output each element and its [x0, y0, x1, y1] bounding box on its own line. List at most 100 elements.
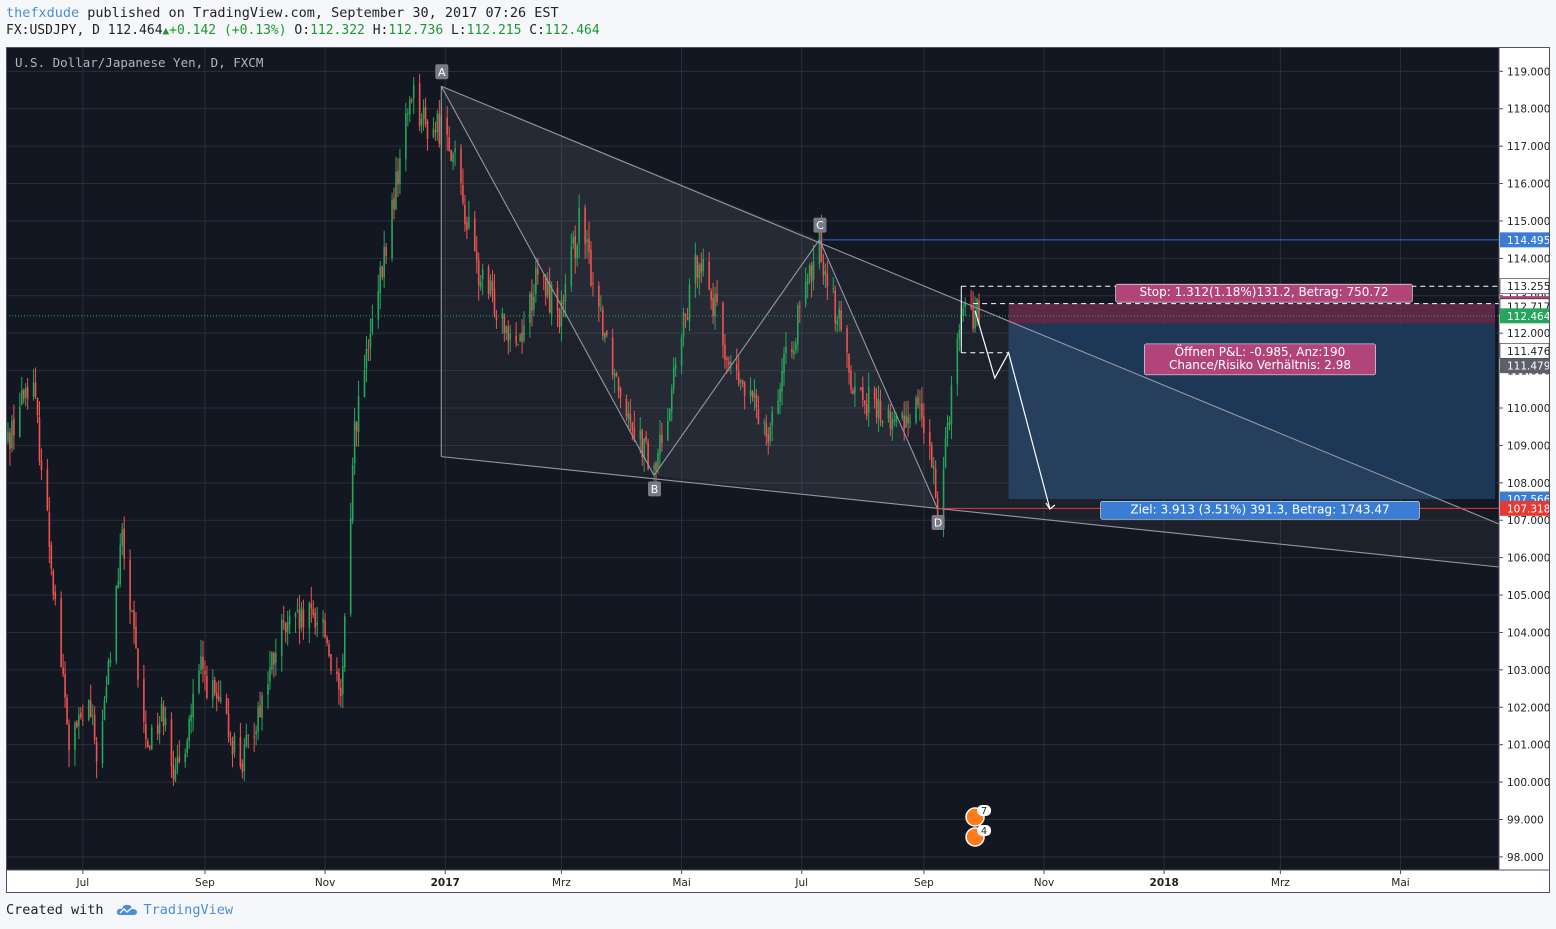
candle[interactable]	[377, 274, 380, 329]
candle[interactable]	[891, 411, 894, 441]
candle[interactable]	[645, 430, 647, 444]
candle[interactable]	[970, 289, 972, 311]
candle[interactable]	[206, 665, 208, 700]
candle[interactable]	[351, 457, 354, 525]
candle[interactable]	[810, 261, 813, 298]
candle[interactable]	[202, 640, 204, 683]
candle[interactable]	[188, 715, 190, 749]
candle[interactable]	[491, 270, 494, 303]
candle[interactable]	[598, 281, 600, 322]
candle[interactable]	[826, 260, 829, 300]
candle[interactable]	[529, 291, 531, 338]
candle[interactable]	[712, 282, 714, 325]
candle[interactable]	[479, 274, 482, 291]
candle[interactable]	[308, 601, 311, 644]
candle[interactable]	[903, 401, 905, 441]
candle[interactable]	[452, 151, 454, 171]
candle[interactable]	[586, 230, 588, 259]
candle[interactable]	[48, 497, 51, 564]
candle[interactable]	[873, 386, 876, 409]
leg-ab[interactable]	[440, 86, 655, 476]
candle[interactable]	[517, 343, 519, 346]
candle[interactable]	[186, 737, 189, 758]
candle[interactable]	[340, 678, 342, 708]
candle[interactable]	[932, 456, 935, 485]
candle[interactable]	[462, 168, 464, 206]
candle[interactable]	[661, 422, 663, 452]
candle[interactable]	[724, 334, 726, 369]
candle[interactable]	[190, 703, 192, 734]
candle[interactable]	[489, 274, 492, 298]
candle[interactable]	[215, 682, 218, 712]
candle[interactable]	[781, 358, 783, 406]
candle[interactable]	[795, 337, 797, 355]
candle[interactable]	[383, 230, 385, 288]
candle[interactable]	[808, 263, 811, 285]
candle[interactable]	[231, 736, 234, 768]
candle[interactable]	[20, 376, 23, 407]
chart-area[interactable]: U.S. Dollar/Japanese Yen, D, FXCM A B C D Sto…	[6, 47, 1550, 893]
candle[interactable]	[312, 600, 315, 619]
author-link[interactable]: thefxdude	[6, 5, 80, 21]
candle[interactable]	[241, 759, 244, 779]
candle[interactable]	[338, 668, 340, 705]
candle[interactable]	[495, 309, 498, 329]
candle[interactable]	[80, 707, 82, 720]
candle[interactable]	[674, 357, 677, 377]
candle[interactable]	[684, 313, 687, 329]
candle[interactable]	[11, 414, 13, 453]
candle[interactable]	[170, 712, 173, 778]
candle[interactable]	[804, 267, 807, 308]
candle[interactable]	[743, 381, 746, 410]
candle[interactable]	[229, 731, 232, 746]
candle[interactable]	[785, 331, 787, 364]
candle[interactable]	[917, 389, 919, 409]
candle[interactable]	[121, 523, 124, 556]
open-label[interactable]: Öffnen P&L: -0.985, Anz:190Chance/Risiko…	[1144, 343, 1376, 376]
candle[interactable]	[737, 356, 740, 387]
candle[interactable]	[172, 750, 175, 786]
candle[interactable]	[562, 294, 565, 318]
candle[interactable]	[184, 748, 187, 768]
candle[interactable]	[379, 260, 382, 310]
candle[interactable]	[907, 400, 909, 437]
candle[interactable]	[680, 333, 683, 375]
candle[interactable]	[271, 651, 273, 675]
candle[interactable]	[793, 341, 795, 360]
candle[interactable]	[730, 354, 732, 375]
candle[interactable]	[865, 393, 868, 420]
candle[interactable]	[755, 389, 758, 419]
candle[interactable]	[38, 401, 41, 466]
candle[interactable]	[420, 113, 423, 134]
candle[interactable]	[310, 586, 313, 623]
candle[interactable]	[946, 414, 949, 447]
candle[interactable]	[371, 304, 374, 336]
event-badge[interactable]: 7	[965, 805, 992, 827]
candle[interactable]	[381, 265, 384, 281]
candle[interactable]	[533, 283, 535, 317]
candle[interactable]	[342, 653, 344, 709]
candle[interactable]	[625, 394, 628, 422]
candle[interactable]	[353, 407, 356, 476]
candle[interactable]	[326, 635, 328, 647]
candle[interactable]	[365, 336, 368, 383]
candle[interactable]	[771, 406, 773, 442]
candle[interactable]	[893, 409, 896, 426]
candle[interactable]	[848, 353, 850, 385]
candle[interactable]	[225, 693, 228, 715]
candle[interactable]	[714, 286, 716, 330]
candle[interactable]	[889, 404, 892, 436]
chart-canvas[interactable]: U.S. Dollar/Japanese Yen, D, FXCM A B C D Sto…	[6, 47, 1550, 893]
candle[interactable]	[574, 225, 577, 274]
candle[interactable]	[797, 302, 799, 353]
candle[interactable]	[314, 607, 317, 636]
event-badge[interactable]: 4	[965, 825, 992, 847]
candle[interactable]	[436, 109, 439, 141]
candle[interactable]	[564, 273, 567, 318]
candle[interactable]	[682, 307, 685, 347]
candle[interactable]	[668, 408, 671, 422]
candle[interactable]	[36, 397, 39, 424]
candle[interactable]	[867, 372, 870, 428]
candle[interactable]	[834, 285, 837, 332]
candle[interactable]	[18, 392, 21, 438]
